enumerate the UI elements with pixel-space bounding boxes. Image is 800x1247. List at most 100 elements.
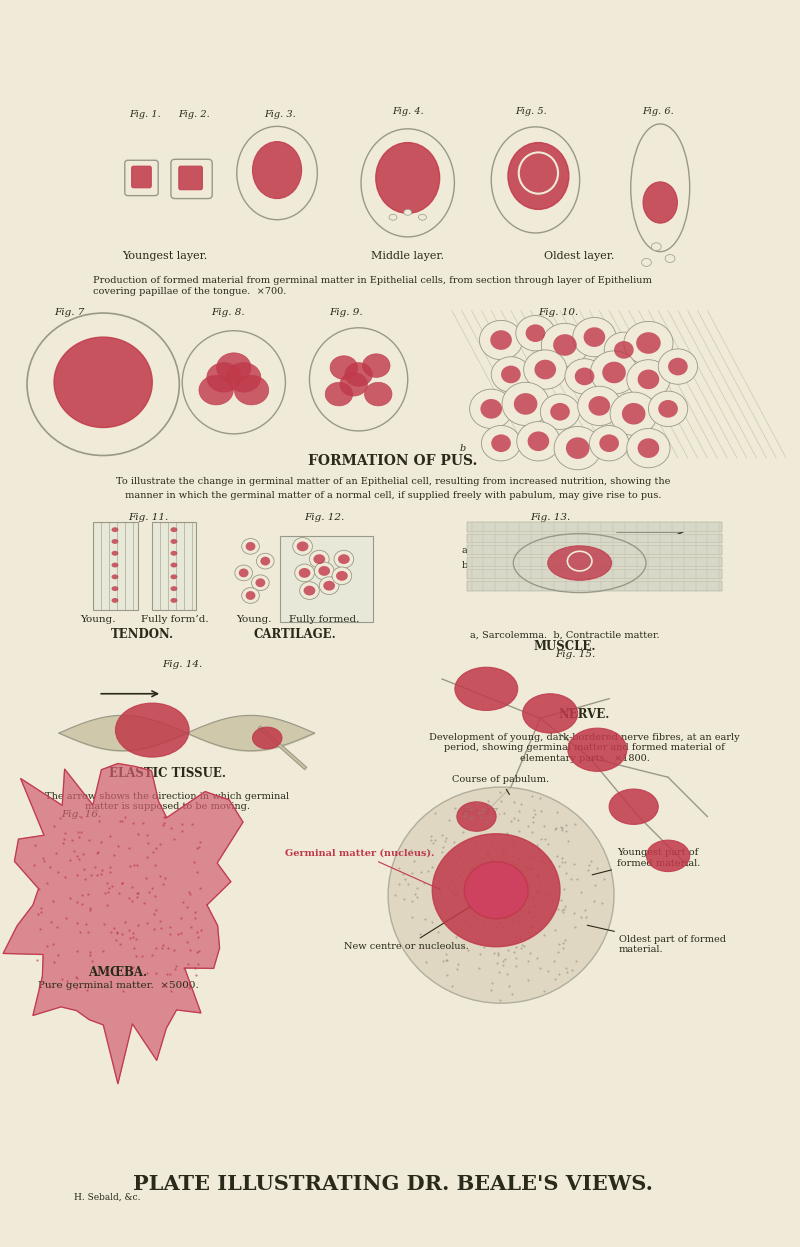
Ellipse shape xyxy=(340,373,367,397)
Ellipse shape xyxy=(479,320,522,359)
Ellipse shape xyxy=(490,330,512,350)
Ellipse shape xyxy=(658,400,678,418)
Ellipse shape xyxy=(482,425,521,461)
Text: Development of young, dark-bordered nerve fibres, at an early
period, showing ge: Development of young, dark-bordered nerv… xyxy=(430,733,740,763)
Ellipse shape xyxy=(583,327,606,347)
Ellipse shape xyxy=(554,426,602,470)
Ellipse shape xyxy=(253,142,302,198)
Ellipse shape xyxy=(362,354,390,378)
Text: PLATE ILLUSTRATING DR. BEALE'S VIEWS.: PLATE ILLUSTRATING DR. BEALE'S VIEWS. xyxy=(133,1173,653,1193)
Ellipse shape xyxy=(111,599,118,602)
Text: H. Sebald, &c.: H. Sebald, &c. xyxy=(74,1192,140,1202)
Ellipse shape xyxy=(170,562,178,567)
Bar xyxy=(466,545,722,555)
Ellipse shape xyxy=(470,389,513,429)
Text: To illustrate the change in germinal matter of an Epithelial cell, resulting fro: To illustrate the change in germinal mat… xyxy=(116,478,670,486)
Ellipse shape xyxy=(526,324,546,342)
Ellipse shape xyxy=(170,575,178,580)
Ellipse shape xyxy=(330,355,358,379)
Ellipse shape xyxy=(464,862,528,919)
Ellipse shape xyxy=(323,581,335,591)
Ellipse shape xyxy=(622,403,646,424)
Ellipse shape xyxy=(242,539,259,554)
Ellipse shape xyxy=(325,383,353,405)
Text: AMŒBA.: AMŒBA. xyxy=(88,965,147,979)
Ellipse shape xyxy=(170,527,178,532)
Ellipse shape xyxy=(527,431,550,451)
Text: MUSCLE.: MUSCLE. xyxy=(534,640,596,652)
Text: a, Sarcolemma.  b, Contractile matter.: a, Sarcolemma. b, Contractile matter. xyxy=(470,631,660,640)
Ellipse shape xyxy=(376,142,440,213)
Ellipse shape xyxy=(418,214,426,221)
Ellipse shape xyxy=(491,434,511,453)
Ellipse shape xyxy=(548,546,611,580)
Ellipse shape xyxy=(642,258,651,267)
Ellipse shape xyxy=(599,434,619,453)
Text: Fig. 5.: Fig. 5. xyxy=(514,107,546,116)
Ellipse shape xyxy=(111,539,118,544)
Ellipse shape xyxy=(574,368,594,385)
Text: Oldest part of formed
material.: Oldest part of formed material. xyxy=(587,925,726,954)
FancyBboxPatch shape xyxy=(125,161,158,196)
Text: a: a xyxy=(462,546,467,555)
FancyBboxPatch shape xyxy=(179,166,202,190)
Text: New centre or nucleolus.: New centre or nucleolus. xyxy=(344,892,494,951)
Ellipse shape xyxy=(314,554,325,564)
Ellipse shape xyxy=(246,591,255,600)
Ellipse shape xyxy=(319,577,339,595)
Ellipse shape xyxy=(336,571,348,581)
Text: Fully formed.: Fully formed. xyxy=(289,615,359,624)
Text: Middle layer.: Middle layer. xyxy=(371,251,444,261)
Ellipse shape xyxy=(111,551,118,556)
Ellipse shape xyxy=(565,359,604,394)
Ellipse shape xyxy=(432,834,560,946)
Ellipse shape xyxy=(388,787,614,1004)
Text: Youngest part of
formed material.: Youngest part of formed material. xyxy=(592,848,700,875)
Ellipse shape xyxy=(251,575,269,591)
Ellipse shape xyxy=(207,363,241,392)
Text: FORMATION OF PUS.: FORMATION OF PUS. xyxy=(308,454,478,468)
Text: Germinal matter (nucleus).: Germinal matter (nucleus). xyxy=(285,849,439,889)
Ellipse shape xyxy=(170,586,178,591)
Text: Fig. 17.: Fig. 17. xyxy=(462,808,502,817)
Ellipse shape xyxy=(517,421,560,461)
Ellipse shape xyxy=(253,727,282,748)
Ellipse shape xyxy=(638,369,659,389)
Ellipse shape xyxy=(294,564,314,582)
Text: Fig. 15.: Fig. 15. xyxy=(555,651,595,660)
Text: Course of pabulum.: Course of pabulum. xyxy=(452,776,549,794)
Ellipse shape xyxy=(297,541,309,551)
Text: Young.: Young. xyxy=(81,615,116,624)
Ellipse shape xyxy=(604,332,643,368)
Text: Fig. 10.: Fig. 10. xyxy=(538,308,578,318)
Bar xyxy=(94,521,138,610)
Ellipse shape xyxy=(389,214,397,221)
Text: Fig. 3.: Fig. 3. xyxy=(264,110,296,118)
Ellipse shape xyxy=(310,328,408,431)
Polygon shape xyxy=(3,763,243,1084)
Ellipse shape xyxy=(345,363,372,387)
Ellipse shape xyxy=(182,330,286,434)
Ellipse shape xyxy=(293,537,313,555)
Ellipse shape xyxy=(246,542,255,551)
Bar xyxy=(466,534,722,544)
Text: Fig. 6.: Fig. 6. xyxy=(642,107,674,116)
Ellipse shape xyxy=(638,438,659,458)
Ellipse shape xyxy=(226,363,261,392)
Ellipse shape xyxy=(590,350,638,394)
Ellipse shape xyxy=(534,359,556,379)
Text: The arrow shows the direction in which germinal
matter is supposed to be moving.: The arrow shows the direction in which g… xyxy=(45,792,289,812)
Ellipse shape xyxy=(610,392,658,435)
Text: Youngest layer.: Youngest layer. xyxy=(122,251,208,261)
Text: Oldest layer.: Oldest layer. xyxy=(545,251,615,261)
Ellipse shape xyxy=(298,567,310,577)
Ellipse shape xyxy=(578,387,621,425)
Ellipse shape xyxy=(365,383,392,405)
Text: Fig. 1.: Fig. 1. xyxy=(130,110,162,118)
Ellipse shape xyxy=(255,579,266,587)
Text: Fig. 13.: Fig. 13. xyxy=(530,513,570,521)
Ellipse shape xyxy=(665,254,675,262)
Ellipse shape xyxy=(404,209,412,216)
Ellipse shape xyxy=(627,359,670,399)
Text: b: b xyxy=(460,444,466,453)
